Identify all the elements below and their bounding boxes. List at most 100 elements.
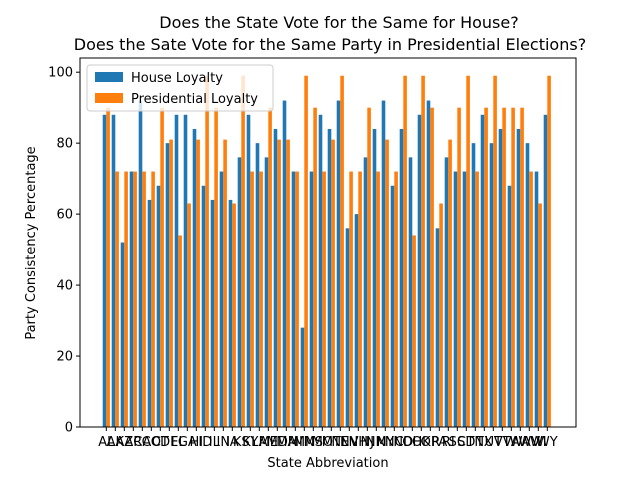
- x-tick-label-mt: MT: [322, 435, 341, 450]
- bar-house-la: [255, 143, 260, 427]
- x-tick-label-il: IL: [209, 435, 221, 450]
- bar-house-mn: [300, 327, 305, 427]
- bar-presidential-il: [214, 107, 218, 428]
- bar-presidential-wy: [547, 75, 551, 428]
- x-tick-label-nc: NC: [385, 435, 404, 450]
- bar-presidential-me: [268, 107, 272, 428]
- bar-house-al: [102, 114, 107, 428]
- x-tick-label-wa: WA: [510, 435, 531, 450]
- bar-house-wy: [543, 114, 548, 428]
- bar-presidential-ks: [241, 75, 245, 428]
- y-tick-label: 100: [48, 66, 73, 81]
- bar-presidential-sd: [466, 75, 470, 428]
- bar-presidential-ny: [385, 139, 389, 428]
- bar-house-ct: [156, 185, 161, 427]
- x-tick-label-oh: OH: [402, 435, 422, 450]
- bar-house-hi: [192, 128, 197, 427]
- bar-presidential-mn: [304, 75, 308, 428]
- bar-presidential-vt: [502, 107, 506, 428]
- x-tick-label-ar: AR: [124, 435, 142, 450]
- bar-presidential-fl: [178, 235, 182, 427]
- bar-house-nv: [345, 228, 350, 427]
- bar-house-ks: [237, 157, 242, 427]
- x-tick-label-az: AZ: [115, 435, 133, 450]
- bar-house-va: [507, 185, 512, 427]
- bar-presidential-mi: [295, 171, 299, 427]
- bar-presidential-oh: [412, 235, 416, 427]
- y-tick-label: 0: [65, 421, 73, 436]
- x-tick-label-md: MD: [267, 435, 288, 450]
- bar-house-id: [201, 185, 206, 427]
- x-tick-label-ma: MA: [276, 435, 296, 450]
- x-tick-label-ks: KS: [233, 435, 250, 450]
- bar-presidential-md: [277, 139, 281, 428]
- x-tick-label-va: VA: [503, 435, 520, 450]
- legend-label-house: House Loyalty: [131, 71, 223, 86]
- x-tick-label-ri: RI: [442, 435, 455, 450]
- bar-presidential-nc: [394, 171, 398, 427]
- bar-presidential-pa: [439, 203, 443, 427]
- x-tick-label-ca: CA: [133, 435, 151, 450]
- x-tick-label-sd: SD: [457, 435, 475, 450]
- bar-house-ga: [183, 114, 188, 428]
- y-tick-label: 60: [56, 208, 73, 223]
- bar-presidential-ne: [340, 75, 344, 428]
- bar-presidential-ak: [115, 171, 119, 427]
- bar-house-ms: [309, 171, 314, 427]
- bar-house-vt: [498, 128, 503, 427]
- x-tick-label-al: AL: [98, 435, 115, 450]
- x-tick-label-ne: NE: [331, 435, 349, 450]
- bar-house-ut: [489, 143, 494, 427]
- x-tick-label-la: LA: [251, 435, 268, 450]
- bar-presidential-al: [106, 107, 110, 428]
- bar-presidential-tx: [484, 107, 488, 428]
- bar-presidential-nh: [358, 171, 362, 427]
- bar-house-mi: [291, 171, 296, 427]
- bar-house-oh: [408, 157, 413, 427]
- bar-presidential-ia: [232, 203, 236, 427]
- x-tick-label-sc: SC: [449, 435, 466, 450]
- x-tick-label-in: IN: [217, 435, 231, 450]
- bar-presidential-ri: [448, 139, 452, 428]
- bar-presidential-or: [430, 107, 434, 428]
- bar-presidential-wa: [520, 107, 524, 428]
- bar-house-ar: [129, 171, 134, 427]
- bar-presidential-in: [223, 139, 227, 428]
- bar-house-in: [219, 171, 224, 427]
- bar-house-ny: [381, 100, 386, 427]
- bar-house-ne: [336, 100, 341, 427]
- bar-house-ca: [138, 100, 143, 427]
- bar-presidential-mo: [322, 171, 326, 427]
- x-tick-label-de: DE: [160, 435, 178, 450]
- bar-presidential-ky: [250, 171, 254, 427]
- y-tick-label: 80: [56, 137, 73, 152]
- bar-house-il: [210, 199, 215, 427]
- x-tick-label-me: ME: [259, 435, 278, 450]
- y-axis-label: Party Consistency Percentage: [24, 146, 39, 339]
- plot-area: [102, 75, 551, 428]
- plot-frame: [79, 57, 577, 428]
- bar-presidential-de: [169, 139, 173, 428]
- bar-presidential-ms: [313, 107, 317, 428]
- bar-house-ak: [111, 114, 116, 428]
- y-tick-label: 20: [56, 350, 73, 365]
- bar-house-ma: [282, 100, 287, 427]
- bar-house-wi: [534, 171, 539, 427]
- x-tick-label-nj: NJ: [361, 435, 375, 450]
- x-tick-label-mo: MO: [312, 435, 333, 450]
- x-tick-label-ky: KY: [242, 435, 258, 450]
- legend-swatch-presidential: [95, 93, 123, 103]
- x-tick-label-pa: PA: [431, 435, 447, 450]
- bar-house-tx: [480, 114, 485, 428]
- bar-house-nc: [390, 185, 395, 427]
- x-tick-label-hi: HI: [189, 435, 203, 450]
- bar-house-ok: [417, 114, 422, 428]
- bar-house-wa: [516, 128, 521, 427]
- axes: 0 20 40 60 80 100 ALAKAZARCACOCTDEFLGAHIIDILIN…: [48, 57, 577, 450]
- bar-presidential-wi: [538, 203, 542, 427]
- bar-presidential-az: [124, 171, 128, 427]
- bar-house-az: [120, 242, 125, 427]
- bar-house-tn: [471, 143, 476, 427]
